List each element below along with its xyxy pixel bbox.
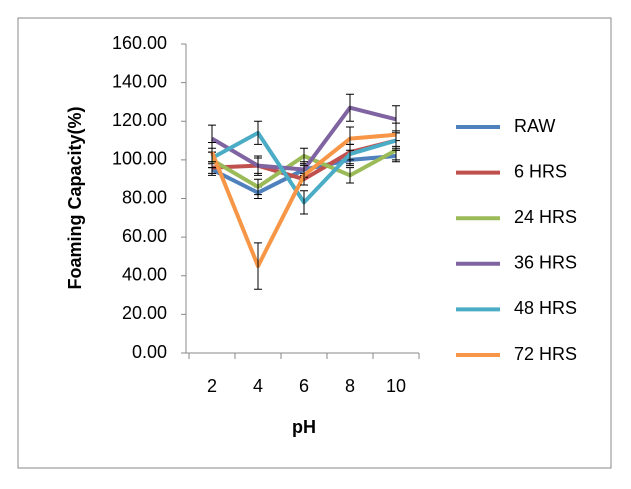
x-axis-title: pH <box>292 417 316 437</box>
y-tick-label: 160.00 <box>112 33 167 53</box>
x-tick-label: 6 <box>299 376 309 396</box>
y-tick-label: 120.00 <box>112 110 167 130</box>
error-bar <box>300 190 308 215</box>
legend-label: RAW <box>514 116 555 136</box>
error-bar <box>254 242 262 290</box>
y-tick-label: 60.00 <box>122 226 167 246</box>
error-bar <box>254 178 262 196</box>
chart-border <box>17 17 612 469</box>
legend-label: 24 HRS <box>514 207 577 227</box>
error-bar <box>346 93 354 122</box>
error-bar <box>254 155 262 176</box>
x-tick-label: 10 <box>386 376 406 396</box>
y-tick-label: 80.00 <box>122 187 167 207</box>
legend-label: 72 HRS <box>514 344 577 364</box>
y-tick-label: 100.00 <box>112 149 167 169</box>
x-tick-label: 4 <box>253 376 263 396</box>
y-axis-title: Foaming Capacity(%) <box>65 106 85 289</box>
x-tick-label: 8 <box>345 376 355 396</box>
legend-label: 48 HRS <box>514 298 577 318</box>
error-bar <box>346 167 354 184</box>
error-bar <box>300 165 308 186</box>
x-tick-label: 2 <box>207 376 217 396</box>
error-bar <box>392 122 400 147</box>
error-bar <box>346 126 354 151</box>
error-bar <box>208 141 216 163</box>
legend-label: 36 HRS <box>514 253 577 273</box>
y-tick-label: 40.00 <box>122 265 167 285</box>
y-tick-label: 0.00 <box>132 342 167 362</box>
y-tick-label: 20.00 <box>122 303 167 323</box>
y-tick-label: 140.00 <box>112 71 167 91</box>
error-bar <box>254 120 262 145</box>
legend-label: 6 HRS <box>514 161 567 181</box>
